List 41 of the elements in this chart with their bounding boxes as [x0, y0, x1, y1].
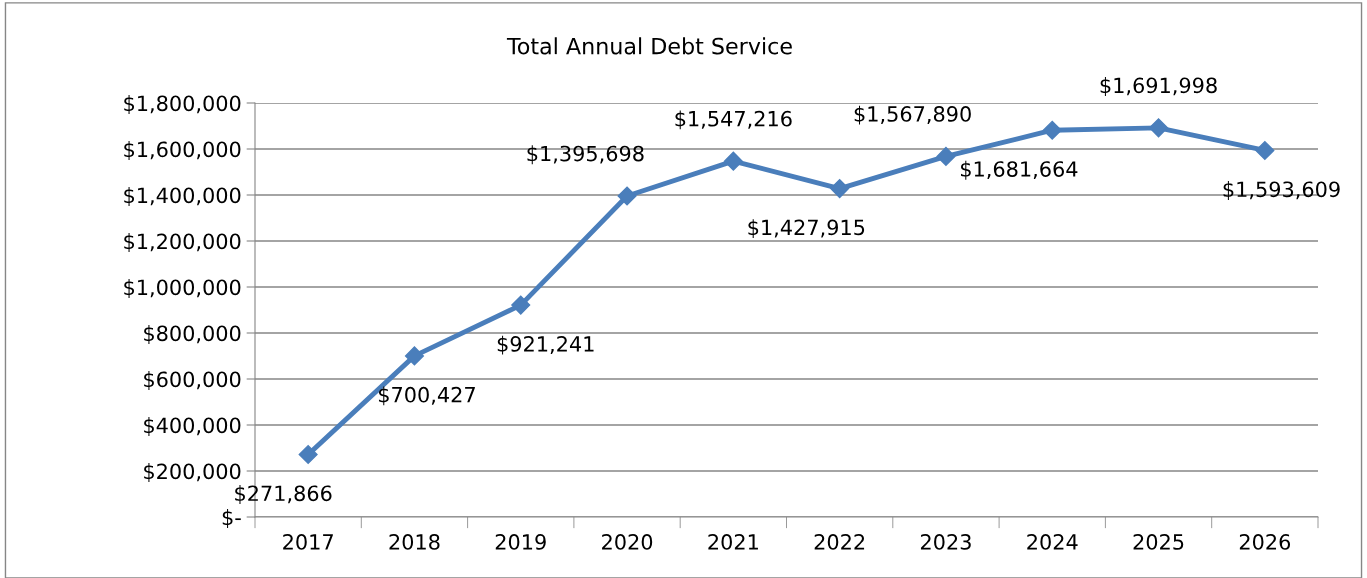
x-tick-label: 2021 — [708, 534, 758, 550]
text: $921,241 — [497, 335, 594, 355]
y-tick-label: $1,800,000 — [124, 95, 241, 114]
text: $1,427,915 — [748, 219, 865, 239]
x-tick-label: 2023 — [920, 534, 971, 550]
y-tick-label: $400,000 — [144, 417, 241, 436]
text: $271,866 — [235, 485, 332, 504]
y-tick-label: $1,400,000 — [124, 187, 241, 206]
text: $1,567,890 — [854, 105, 971, 125]
x-tick-label: 2025 — [1133, 534, 1184, 550]
y-tick-label: $1,000,000 — [124, 279, 241, 298]
y-tick-label: $800,000 — [144, 325, 241, 344]
point — [1042, 120, 1062, 140]
x-tick-label: 2026 — [1239, 534, 1291, 550]
x-tick-label: 2017 — [283, 534, 333, 550]
y-tick-label: $200,000 — [144, 463, 241, 482]
point — [1149, 118, 1169, 138]
x-tick-label: 2018 — [389, 534, 440, 550]
text: $1,547,216 — [675, 110, 792, 130]
text: $1,681,664 — [961, 160, 1078, 180]
point — [936, 146, 956, 166]
x-tick-label: 2019 — [495, 534, 546, 550]
x-tick-label: 2022 — [814, 534, 865, 550]
point — [830, 179, 850, 199]
point — [617, 186, 637, 206]
y-tick-label: $1,200,000 — [124, 233, 241, 252]
y-tick-label: $600,000 — [144, 371, 241, 390]
y-tick-label: $- — [222, 509, 241, 528]
text: $1,395,698 — [527, 145, 644, 165]
text: $1,593,609 — [1223, 181, 1340, 200]
y-tick-label: $1,600,000 — [124, 141, 241, 160]
x-tick-label: 2024 — [1027, 534, 1078, 550]
point — [404, 346, 424, 366]
text: $700,427 — [378, 386, 475, 406]
text: $1,691,998 — [1100, 77, 1217, 97]
point — [723, 151, 743, 171]
point — [298, 444, 318, 465]
x-tick-label: 2020 — [602, 534, 653, 550]
point — [511, 295, 531, 315]
chart-title: Total Annual Debt Service — [506, 37, 792, 55]
point — [1255, 140, 1275, 161]
